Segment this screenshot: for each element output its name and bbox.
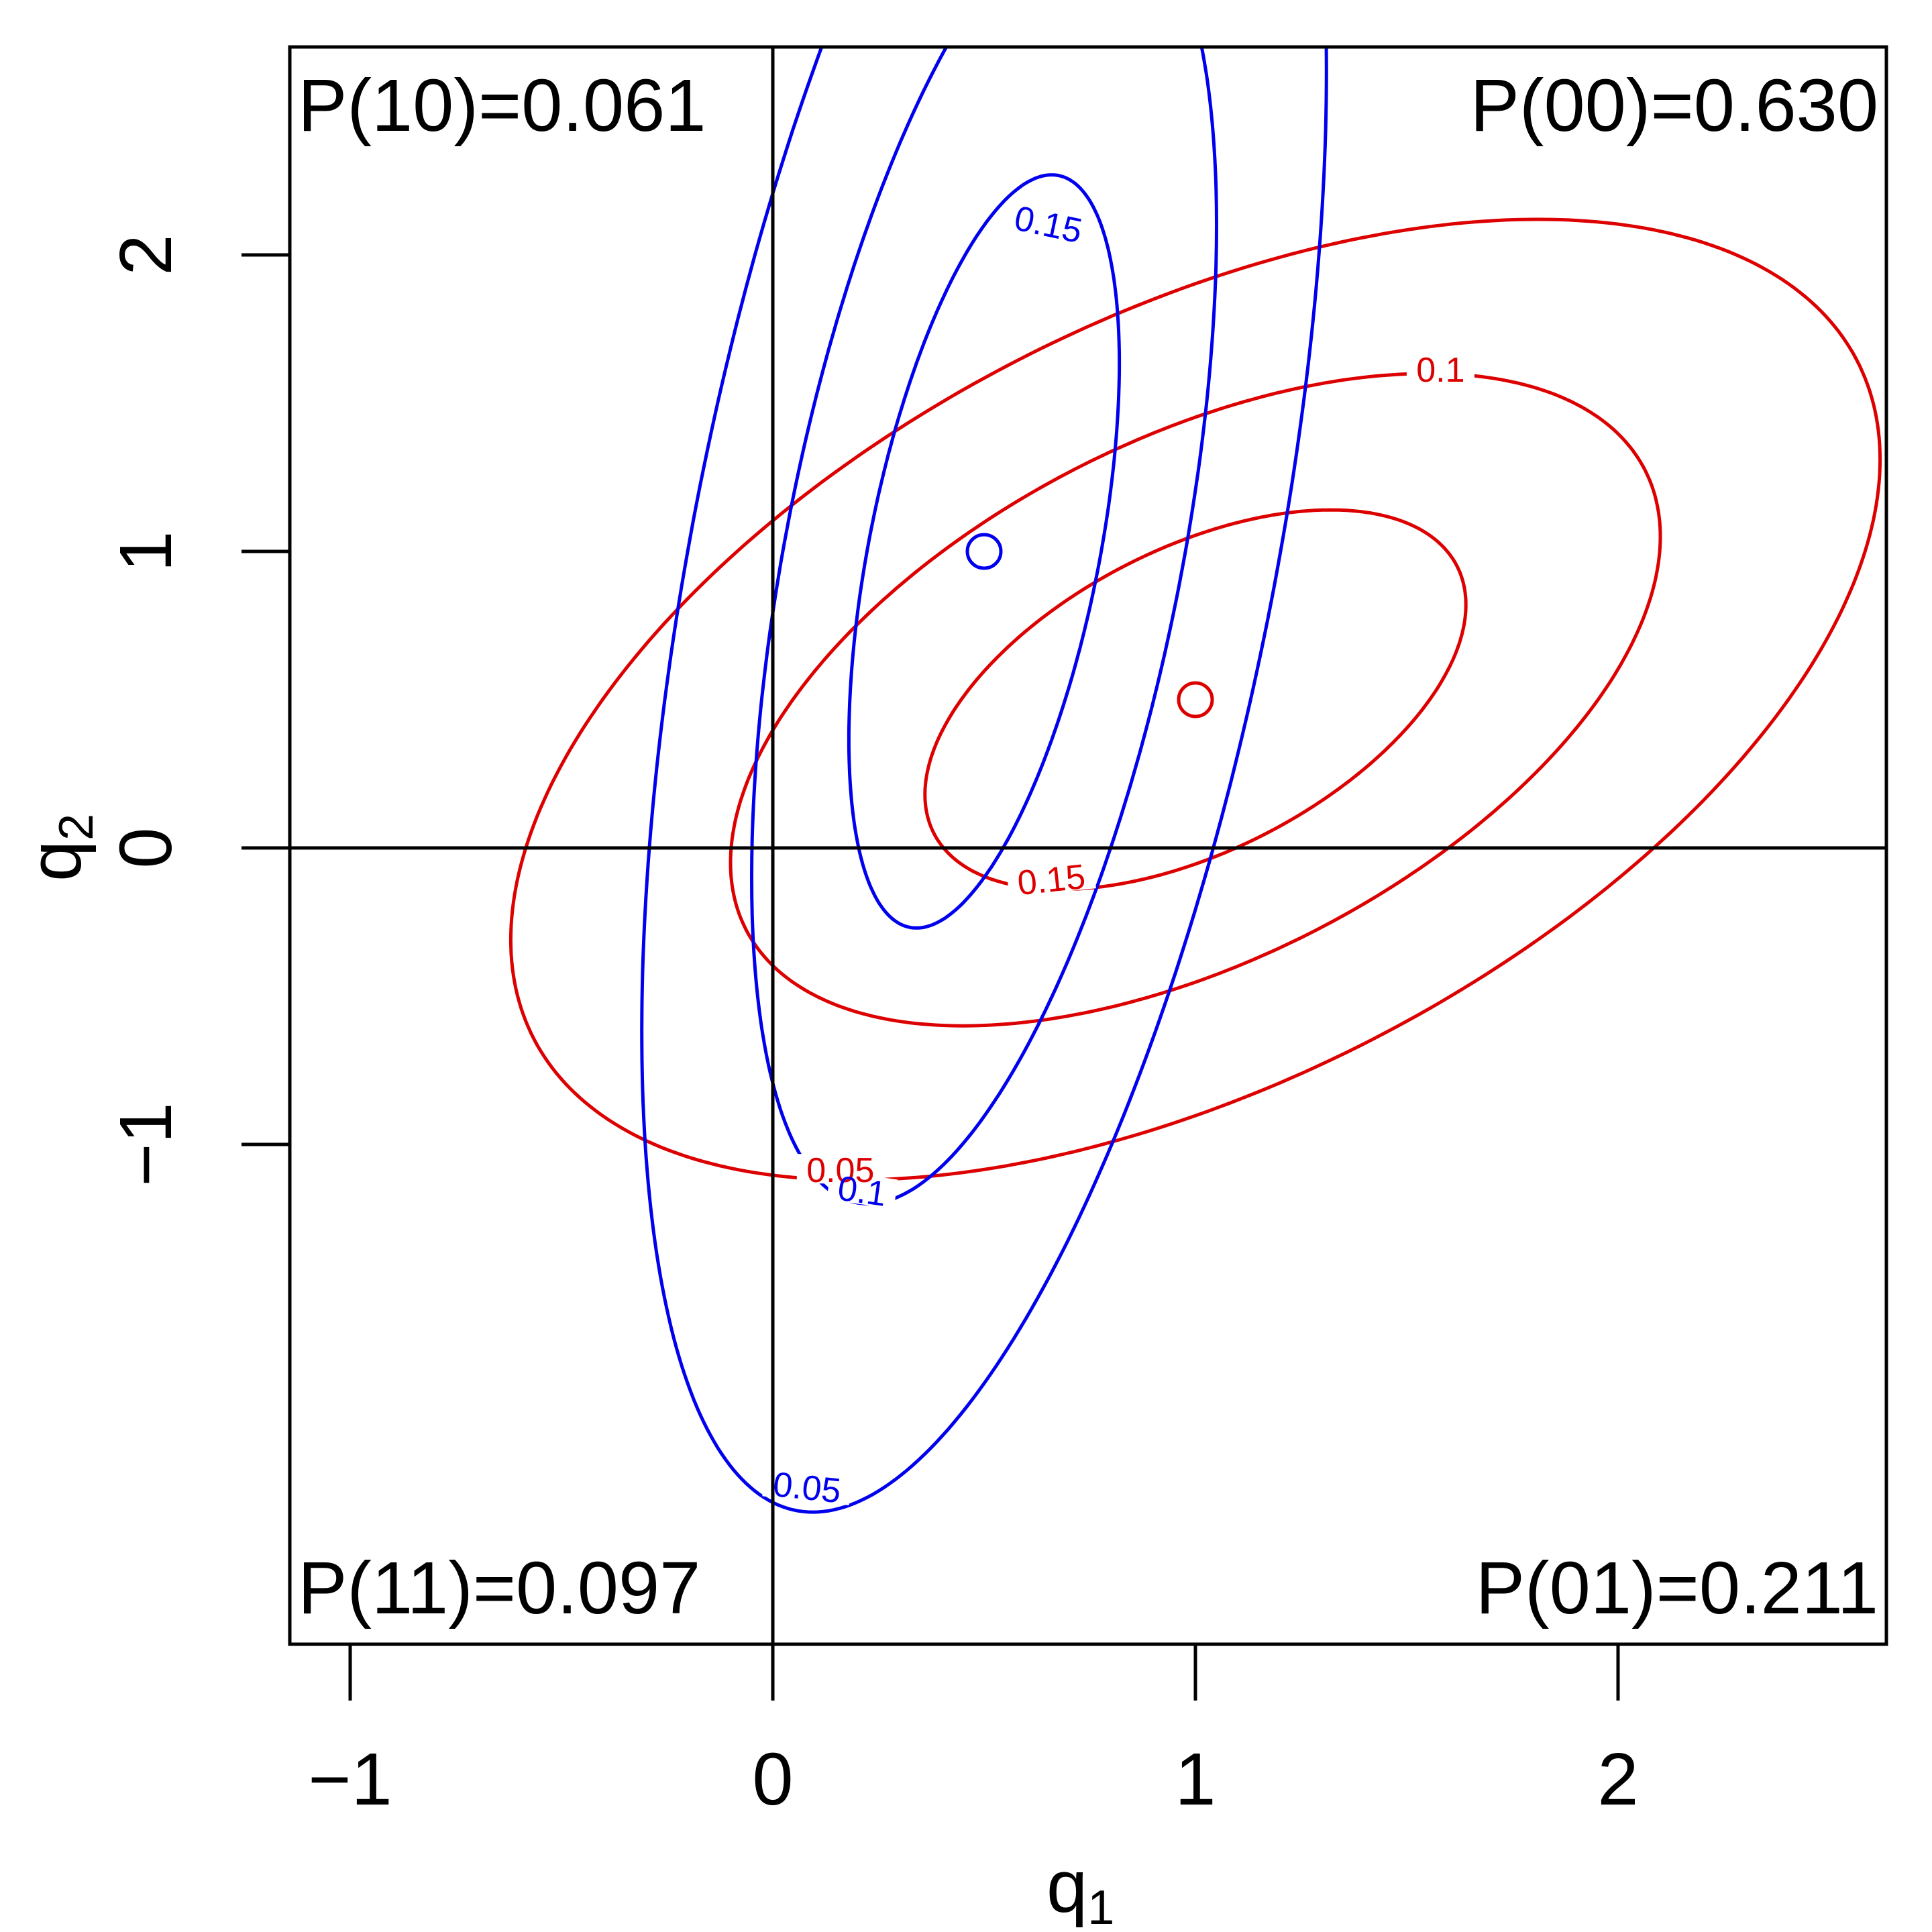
svg-text:q2: q2	[14, 814, 103, 881]
contour-label-red-0.15: 0.15	[1016, 857, 1087, 903]
center-points	[965, 533, 1214, 718]
contour-label-red-0.1: 0.1	[1416, 351, 1464, 390]
y-tick-label: −1	[105, 1102, 187, 1186]
x-tick-label: 2	[1597, 1738, 1638, 1821]
y-tick-label: 0	[105, 827, 187, 868]
y-axis-title: q2	[14, 814, 103, 881]
contour-blue-0.15	[847, 173, 1122, 930]
corner-label-top-right: P(00)=0.630	[1470, 64, 1879, 147]
plot-frame	[288, 45, 1888, 1646]
svg-text:0.1: 0.1	[835, 1169, 889, 1214]
center-point-marker	[965, 533, 1003, 570]
svg-text:0.15: 0.15	[1016, 857, 1087, 903]
y-tick-label: 2	[105, 234, 187, 275]
svg-text:0.15: 0.15	[1011, 199, 1085, 251]
svg-text:q1: q1	[1046, 1845, 1114, 1932]
svg-text:0.1: 0.1	[1416, 351, 1464, 390]
y-tick-label: 1	[105, 531, 187, 572]
contour-blue-0.05	[640, 47, 1328, 1514]
x-axis: −1 0 1 2	[308, 1644, 1639, 1821]
contour-red-0.05	[508, 217, 1882, 1182]
contour-red-0.15	[923, 508, 1468, 892]
contour-label-blue-0.15: 0.15	[1011, 199, 1085, 251]
corner-label-bottom-left: P(11)=0.097	[298, 1547, 700, 1629]
reference-lines	[241, 47, 1886, 1644]
contour-red-0.1	[729, 372, 1662, 1028]
y-axis: −1 0 1 2	[105, 234, 290, 1187]
contour-lines	[508, 47, 1882, 1514]
contour-blue-0.1	[749, 47, 1218, 1205]
center-point-marker	[1177, 681, 1214, 718]
contour-label-blue-0.1: 0.1	[835, 1169, 889, 1214]
contour-label-red-0.05: 0.05	[806, 1151, 874, 1190]
corner-label-bottom-right: P(01)=0.211	[1476, 1547, 1878, 1629]
x-tick-label: −1	[308, 1738, 392, 1821]
corner-label-top-left: P(10)=0.061	[298, 64, 706, 147]
contour-label-blue-0.05: 0.05	[771, 1465, 843, 1511]
svg-text:0.05: 0.05	[771, 1465, 843, 1511]
x-axis-title: q1	[1046, 1845, 1114, 1932]
svg-text:0.05: 0.05	[806, 1151, 874, 1190]
x-tick-label: 1	[1175, 1738, 1216, 1821]
x-tick-label: 0	[752, 1738, 793, 1821]
